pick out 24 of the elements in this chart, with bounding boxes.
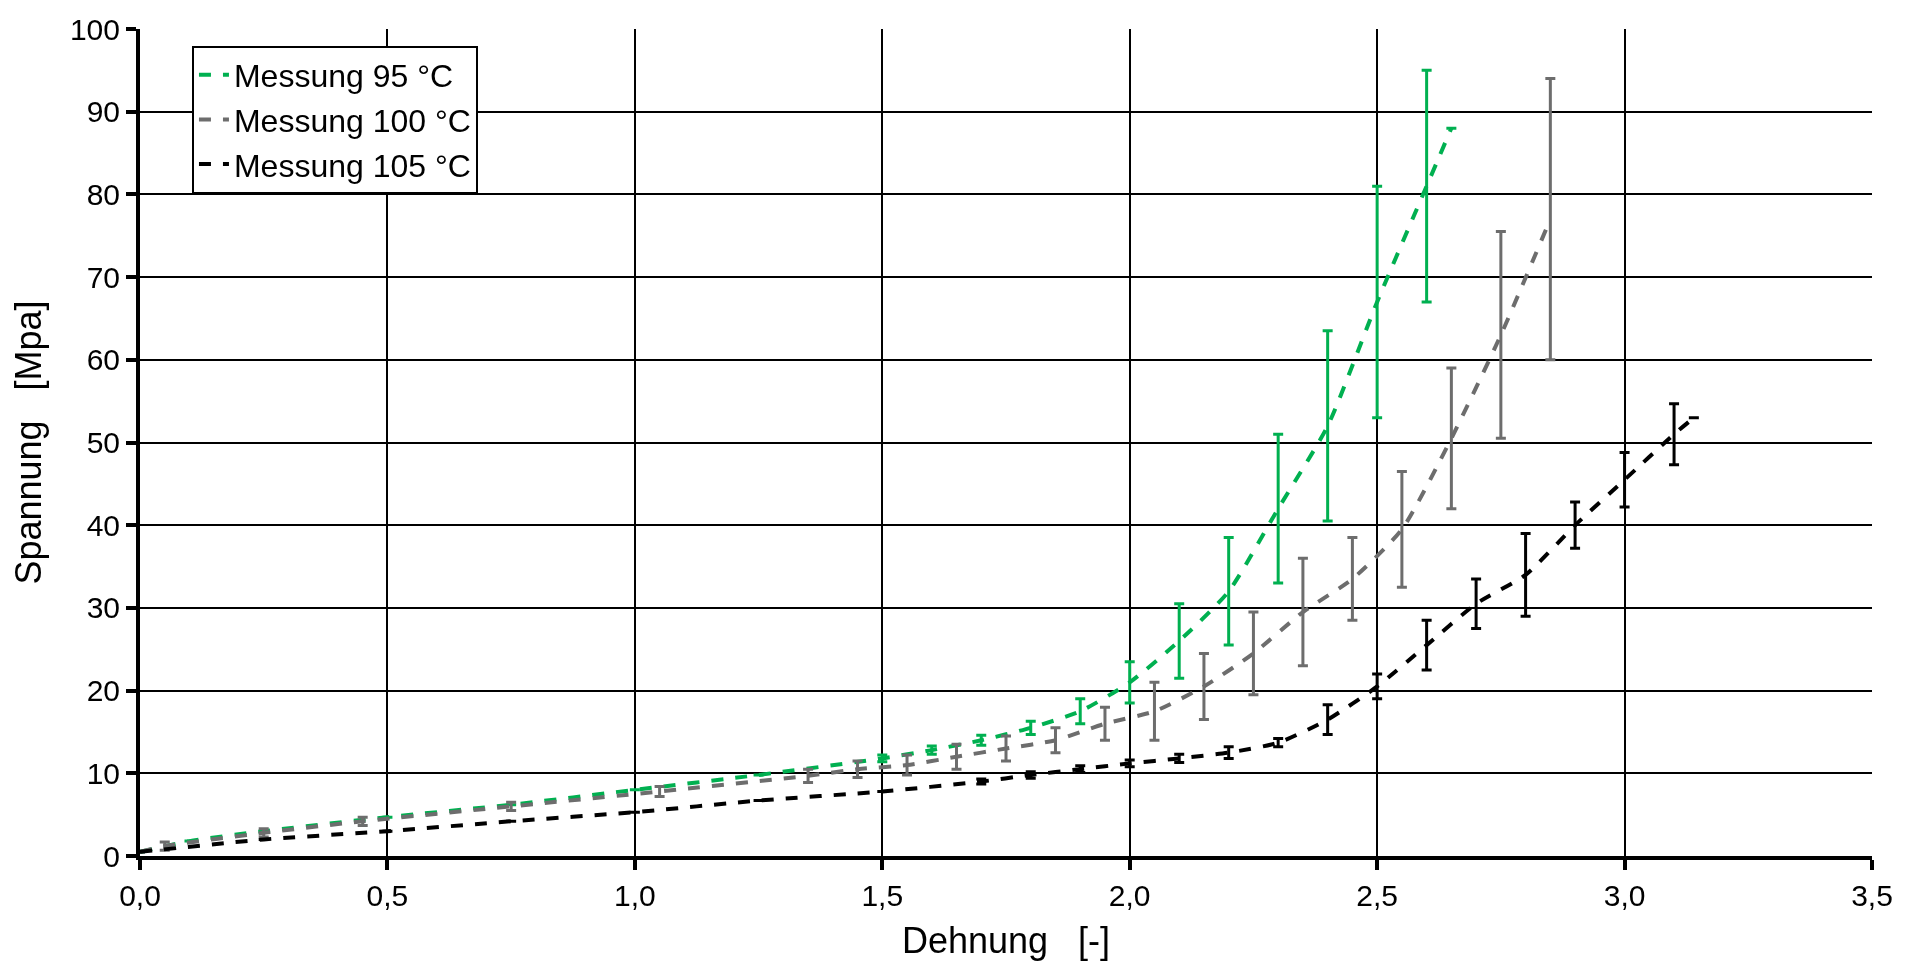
y-tick-label: 70 [86,260,120,294]
x-tick-label: 1,5 [861,879,904,912]
legend-label: Messung 100 °C [233,102,471,139]
y-tick-label: 0 [103,839,120,873]
y-tick-label: 90 [86,95,120,129]
y-tick-label: 20 [86,674,120,708]
y-tick-label: 60 [86,343,120,377]
x-tick-label: 3,0 [1603,879,1646,912]
x-tick-label: 1,0 [614,879,656,912]
x-axis-title: Dehnung [-] [901,920,1111,962]
y-axis-title: Spannung [Mpa] [8,300,50,585]
x-tick-label: 2,5 [1356,879,1398,912]
y-tick-label: 10 [86,756,120,790]
x-tick-label: 0,0 [119,879,161,912]
legend-label: Messung 95 °C [233,58,454,95]
y-tick-label: 50 [86,426,120,459]
legend-label: Messung 105 °C [233,147,471,184]
x-tick-label: 0,5 [366,879,409,912]
x-tick-label: 3,5 [1851,879,1893,912]
y-tick-label: 80 [86,177,120,211]
y-tick-label: 40 [86,508,120,542]
y-tick-label: 30 [86,591,120,625]
x-tick-label: 2,0 [1108,879,1151,912]
y-tick-label: 100 [69,12,120,46]
